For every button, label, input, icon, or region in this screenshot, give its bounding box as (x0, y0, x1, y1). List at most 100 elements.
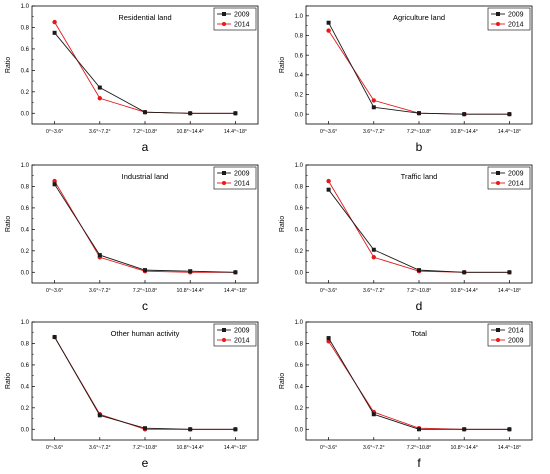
data-point-2009 (233, 427, 238, 432)
x-tick-label: 10.8°~14.4° (177, 445, 204, 451)
data-point-2009 (507, 112, 512, 117)
x-tick-label: 10.8°~14.4° (451, 129, 478, 135)
y-tick-label: 0.2 (21, 249, 30, 255)
chart-panel-b: 0.0 0.2 0.4 0.6 0.8 1.0 0°~3.6° 3.6°~7.2° 7.2°~1… (279, 5, 533, 154)
x-tick-label: 3.6°~7.2° (363, 129, 385, 135)
y-tick-label: 0.8 (295, 185, 304, 191)
chart-panel-c: 0.0 0.2 0.4 0.6 0.8 1.0 0°~3.6° 3.6°~7.2° 7.2°~1… (5, 163, 259, 313)
data-point-2009 (417, 268, 421, 273)
series-line-2009 (328, 22, 510, 115)
legend-label: 2014 (234, 22, 250, 29)
data-point-2014 (462, 427, 467, 432)
x-tick-label: 3.6°~7.2° (363, 288, 385, 294)
data-point-2009 (52, 182, 57, 187)
data-point-2014 (52, 178, 57, 184)
legend-marker (222, 328, 226, 332)
legend-label: 2009 (234, 328, 250, 335)
y-tick-label: 0.0 (21, 270, 30, 276)
chart-panel-d: 0.0 0.2 0.4 0.6 0.8 1.0 0°~3.6° 3.6°~7.2° 7.2°~1… (279, 163, 533, 313)
y-tick-label: 0.0 (21, 427, 30, 433)
y-tick-label: 0.4 (21, 385, 30, 391)
data-point-2014 (326, 336, 331, 341)
series-line-2009 (54, 32, 236, 114)
legend-label: 2009 (508, 338, 524, 345)
chart-title: Total (411, 329, 427, 338)
x-tick-label: 14.4°~18° (224, 129, 247, 135)
legend-marker (496, 338, 500, 342)
y-tick-label: 0.4 (21, 69, 30, 75)
y-tick-label: 0.2 (295, 406, 304, 412)
series-line-2009 (54, 336, 236, 430)
data-point-2014 (97, 96, 103, 101)
y-tick-label: 0.8 (21, 26, 30, 32)
legend-label: 2009 (234, 12, 250, 19)
y-tick-label: 0.8 (295, 34, 304, 40)
legend-marker (496, 12, 500, 16)
series-line-2009 (328, 341, 510, 430)
y-tick-label: 0.2 (21, 406, 30, 412)
panel-label: a (142, 140, 149, 154)
panel-label: c (142, 299, 148, 313)
data-point-2014 (371, 98, 376, 103)
data-point-2009 (143, 426, 147, 431)
y-axis-label: Ratio (5, 57, 12, 73)
y-tick-label: 0.8 (21, 342, 30, 348)
legend-label: 2014 (508, 181, 524, 188)
data-point-2009 (371, 247, 376, 252)
series-line-2009 (54, 184, 236, 273)
panel-label: d (416, 299, 423, 313)
data-point-2009 (143, 268, 147, 273)
legend-marker (496, 328, 500, 332)
data-point-2009 (326, 187, 331, 192)
data-point-2014 (371, 412, 376, 417)
data-point-2009 (52, 335, 57, 340)
legend-label: 2014 (508, 328, 524, 335)
x-tick-label: 10.8°~14.4° (177, 129, 204, 135)
panel-label: b (416, 140, 423, 154)
y-tick-label: 1.0 (295, 14, 304, 20)
x-tick-label: 3.6°~7.2° (89, 445, 111, 451)
x-tick-label: 0°~3.6° (46, 129, 63, 135)
data-point-2009 (97, 85, 102, 90)
x-tick-label: 7.2°~10.8° (133, 129, 158, 135)
chart-panel-e: 0.0 0.2 0.4 0.6 0.8 1.0 0°~3.6° 3.6°~7.2° 7.2°~1… (5, 320, 259, 470)
data-point-2009 (233, 270, 238, 275)
data-point-2009 (326, 20, 331, 25)
data-point-2009 (188, 427, 193, 432)
legend-marker (222, 22, 226, 26)
x-tick-label: 3.6°~7.2° (89, 288, 111, 294)
legend-marker (222, 181, 226, 185)
x-tick-label: 7.2°~10.8° (133, 288, 158, 294)
x-tick-label: 0°~3.6° (46, 288, 63, 294)
y-tick-label: 0.6 (21, 47, 30, 53)
y-tick-label: 0.6 (295, 363, 304, 369)
y-tick-label: 0.2 (21, 90, 30, 96)
legend-label: 2009 (508, 171, 524, 178)
data-point-2009 (507, 270, 512, 275)
y-tick-label: 0.6 (21, 363, 30, 369)
series-line-2014 (328, 180, 510, 273)
y-tick-label: 0.6 (21, 206, 30, 212)
y-tick-label: 0.4 (295, 228, 304, 234)
legend-label: 2014 (508, 22, 524, 29)
data-point-2009 (188, 111, 193, 116)
legend-marker (222, 171, 226, 175)
data-point-2009 (143, 110, 147, 115)
data-point-2014 (326, 28, 331, 33)
x-tick-label: 7.2°~10.8° (133, 445, 158, 451)
legend-label: 2014 (234, 338, 250, 345)
data-point-2014 (52, 19, 57, 25)
y-tick-label: 0.4 (21, 228, 30, 234)
y-tick-label: 0.0 (295, 427, 304, 433)
legend-label: 2014 (234, 181, 250, 188)
y-tick-label: 0.2 (295, 249, 304, 255)
x-tick-label: 7.2°~10.8° (407, 288, 432, 294)
x-tick-label: 10.8°~14.4° (177, 288, 204, 294)
data-point-2014 (507, 427, 512, 432)
data-point-2009 (97, 413, 102, 418)
y-tick-label: 1.0 (21, 320, 30, 326)
y-tick-label: 0.2 (295, 93, 304, 99)
y-tick-label: 0.0 (295, 112, 304, 118)
chart-title: Traffic land (401, 172, 438, 181)
